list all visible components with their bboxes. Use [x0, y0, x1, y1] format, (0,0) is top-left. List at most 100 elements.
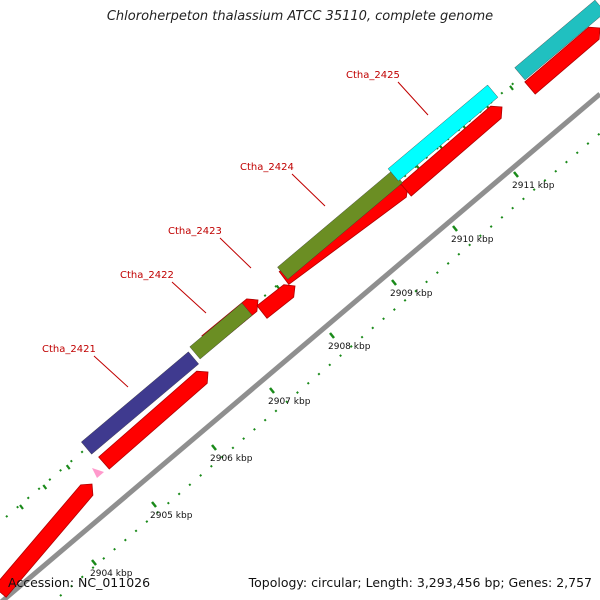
gene-label-Ctha_2424: Ctha_2424 — [240, 162, 294, 173]
lower-scale-dot — [500, 215, 504, 219]
kbp-tick — [513, 171, 519, 178]
lower-scale-dot — [102, 557, 106, 560]
upper-scale-dot — [5, 514, 9, 518]
gene-block — [189, 302, 253, 360]
gene-block — [81, 351, 199, 455]
lower-scale-dot — [285, 400, 289, 404]
map-title: Chloroherpeton thalassium ATCC 35110, co… — [106, 9, 494, 24]
kbp-tick — [269, 387, 275, 394]
cds-arrow — [98, 370, 209, 470]
upper-scale-dot — [80, 450, 84, 454]
gene-label-Ctha_2422: Ctha_2422 — [120, 270, 174, 281]
lower-scale-dot — [382, 317, 385, 321]
kbp-tick — [452, 225, 458, 232]
gene-labels: Ctha_2421 Ctha_2422 Ctha_2423 Ctha_2424 Ctha… — [42, 70, 429, 388]
lower-scale-dot — [177, 492, 181, 496]
gene-block — [387, 84, 499, 182]
gene-leader-line — [397, 81, 429, 116]
genome-summary-text: Topology: circular; Length: 3,293,456 bp… — [248, 575, 592, 590]
lower-scale-dot — [253, 427, 256, 431]
lower-scale-dot — [156, 510, 159, 514]
upper-scale-tick — [65, 464, 71, 470]
lower-scale-dot — [511, 206, 515, 210]
lower-scale-dot — [209, 464, 213, 468]
gene-leader-line — [291, 173, 326, 207]
lower-scale-dot — [425, 280, 428, 284]
lower-scale-dot — [575, 151, 579, 155]
lower-scale-dot — [317, 372, 321, 376]
upper-scale-dot — [69, 459, 73, 463]
lower-scale-dot — [565, 160, 568, 164]
tick-label-2905-kbp: 2905 kbp — [150, 511, 193, 521]
lower-scale-dot — [339, 354, 342, 358]
lower-scale-dot — [446, 262, 450, 265]
upper-scale-dot — [500, 91, 504, 95]
lower-scale-dot — [554, 169, 558, 173]
gene-label-Ctha_2423: Ctha_2423 — [168, 226, 222, 237]
lower-scale-dot — [70, 584, 73, 588]
lower-scale-dot — [522, 197, 525, 201]
upper-scale-dot — [263, 294, 267, 297]
lower-scale-dot — [392, 308, 396, 311]
tick-label-2911-kbp: 2911 kbp — [512, 181, 555, 191]
upper-scale-dot — [48, 478, 52, 481]
gene-track — [81, 0, 600, 455]
gene-label-Ctha_2421: Ctha_2421 — [42, 344, 96, 355]
tick-label-2904-kbp: 2904 kbp — [90, 569, 133, 579]
upper-scale-tick — [509, 85, 514, 91]
lower-scale-dot — [586, 142, 590, 145]
lower-scale-dot — [489, 225, 493, 228]
tick-label-2906-kbp: 2906 kbp — [210, 454, 253, 464]
lower-scale-dot — [403, 298, 407, 302]
kbp-tick — [391, 279, 397, 286]
gene-block — [514, 0, 600, 81]
pink-marker — [92, 468, 104, 478]
lower-scale-dot — [306, 381, 310, 385]
tick-label-2907-kbp: 2907 kbp — [268, 397, 311, 407]
tick-label-2909-kbp: 2909 kbp — [390, 289, 433, 299]
upper-scale-dot — [16, 505, 19, 509]
lower-scale-dot — [328, 363, 332, 367]
lower-scale-dot — [597, 132, 600, 136]
backbone-line — [0, 92, 600, 600]
lower-scale-dot — [478, 234, 482, 238]
accession-text: Accession: NC_011026 — [8, 575, 151, 590]
lower-scale-dot — [123, 538, 127, 542]
lower-scale-dot — [468, 243, 472, 247]
lower-scale-dot — [360, 335, 364, 339]
gene-leader-line — [93, 355, 129, 388]
lower-scale-dot — [220, 455, 224, 459]
upper-scale-tick — [19, 504, 24, 510]
gene-leader-line — [171, 281, 207, 314]
lower-scale-dot — [274, 409, 278, 413]
lower-scale-dot — [59, 593, 63, 597]
upper-scale-dot — [26, 496, 30, 500]
lower-scale-dot — [134, 529, 138, 533]
lower-scale-dot — [145, 520, 149, 523]
cds-arrow — [0, 483, 94, 598]
lower-scale-dot — [457, 252, 461, 256]
upper-scale-dot — [403, 174, 407, 178]
gene-leader-line — [219, 237, 252, 269]
kbp-tick — [91, 559, 97, 566]
lower-scale-dot — [166, 501, 170, 505]
upper-scale-tick — [42, 484, 48, 490]
lower-scale-dot — [349, 345, 353, 348]
cds-arrow — [524, 26, 600, 95]
gene-block — [277, 170, 403, 280]
cds-arrow — [256, 284, 296, 319]
kbp-tick — [151, 501, 157, 508]
lower-scale-dot — [199, 474, 203, 477]
lower-scale-dot — [80, 575, 84, 579]
scale-dots — [5, 8, 600, 597]
upper-scale-dot — [37, 487, 41, 491]
upper-scale-dot — [59, 468, 62, 472]
upper-scale-dot — [511, 82, 515, 86]
cds-arrow — [400, 105, 503, 197]
tick-label-2908-kbp: 2908 kbp — [328, 342, 371, 352]
gene-label-Ctha_2425: Ctha_2425 — [346, 70, 400, 81]
lower-scale-dot — [263, 418, 267, 422]
lower-scale-dot — [91, 566, 95, 570]
